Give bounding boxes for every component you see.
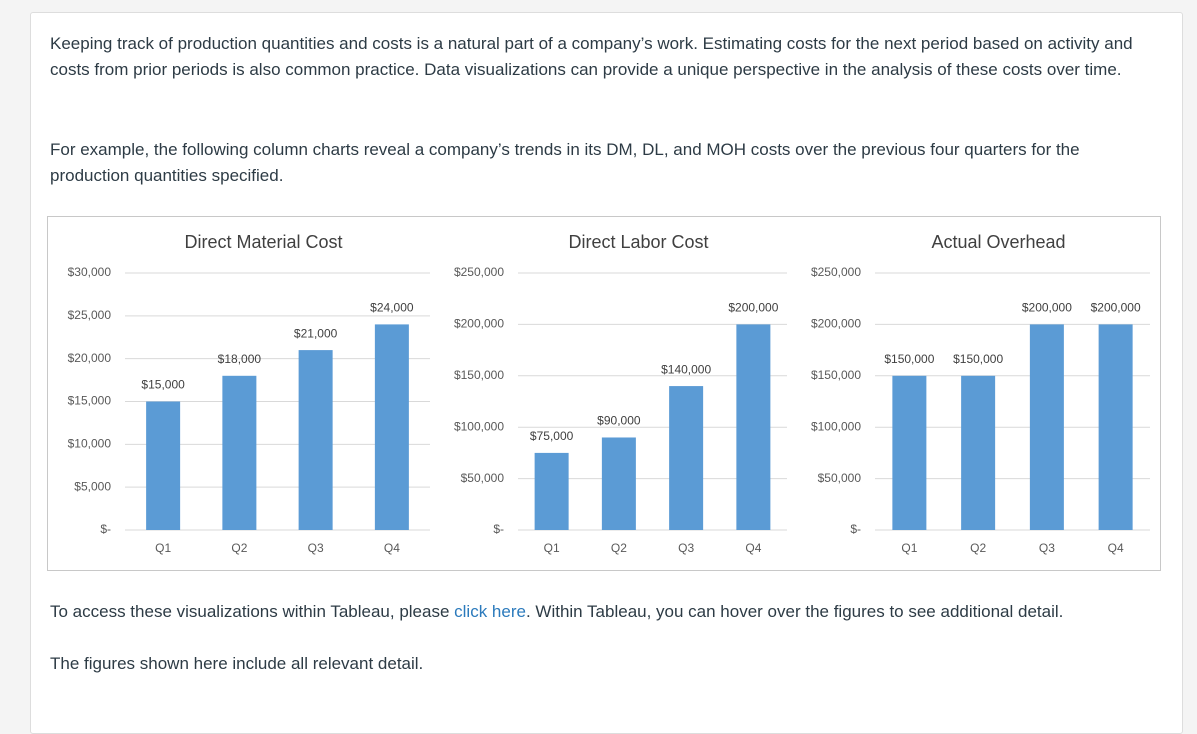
y-tick-label: $50,000	[818, 471, 862, 485]
chart-title: Actual Overhead	[931, 232, 1065, 252]
bar	[669, 386, 704, 530]
bar	[892, 375, 927, 530]
y-tick-label: $30,000	[68, 265, 112, 279]
paragraph: To access these visualizations within Ta…	[50, 599, 1160, 625]
y-tick-label: $-	[850, 522, 861, 536]
bar	[1098, 324, 1133, 530]
x-tick-label: Q2	[231, 541, 247, 555]
paragraph: Keeping track of production quantities a…	[50, 34, 1133, 79]
link[interactable]: click here	[454, 602, 526, 621]
data-label: $21,000	[294, 326, 338, 340]
data-label: $200,000	[1091, 301, 1141, 315]
y-tick-label: $250,000	[811, 265, 861, 279]
bar	[298, 350, 333, 530]
data-label: $24,000	[370, 301, 414, 315]
y-tick-label: $100,000	[454, 419, 504, 433]
page: Keeping track of production quantities a…	[30, 12, 1183, 734]
y-tick-label: $100,000	[811, 419, 861, 433]
paragraph: The figures shown here include all relev…	[50, 654, 424, 673]
x-tick-label: Q2	[611, 541, 627, 555]
data-label: $75,000	[530, 429, 574, 443]
data-label: $18,000	[218, 352, 262, 366]
y-tick-label: $150,000	[811, 368, 861, 382]
charts: Direct Material Cost $- $5,000 $10,000 $15,0…	[68, 232, 1150, 555]
y-tick-label: $5,000	[74, 479, 111, 493]
y-tick-label: $25,000	[68, 308, 112, 322]
data-label: $150,000	[884, 352, 934, 366]
chart-title: Direct Labor Cost	[568, 232, 708, 252]
data-label: $90,000	[597, 414, 641, 428]
y-tick-label: $200,000	[454, 317, 504, 331]
data-label: $200,000	[728, 301, 778, 315]
bar	[222, 375, 257, 530]
bar	[1029, 324, 1064, 530]
text: . Within Tableau, you can hover over the…	[525, 602, 1064, 621]
bar	[534, 452, 569, 530]
x-tick-label: Q4	[745, 541, 761, 555]
bar	[374, 324, 409, 530]
x-tick-label: Q1	[155, 541, 171, 555]
bar	[961, 375, 996, 530]
x-tick-label: Q2	[970, 541, 986, 555]
y-tick-label: $50,000	[461, 471, 505, 485]
y-tick-label: $15,000	[68, 394, 112, 408]
chart-title: Direct Material Cost	[184, 232, 342, 252]
y-tick-label: $250,000	[454, 265, 504, 279]
paragraph: For example, the following column charts…	[50, 140, 1080, 185]
y-tick-label: $-	[100, 522, 111, 536]
text: To access these visualizations within Ta…	[50, 602, 455, 621]
y-tick-label: $-	[493, 522, 504, 536]
x-tick-label: Q3	[1039, 541, 1055, 555]
data-label: $200,000	[1022, 301, 1072, 315]
bar	[736, 324, 771, 530]
y-tick-label: $10,000	[68, 437, 112, 451]
x-tick-label: Q4	[1108, 541, 1124, 555]
x-tick-label: Q3	[308, 541, 324, 555]
bar	[146, 401, 181, 530]
data-label: $140,000	[661, 362, 711, 376]
data-label: $15,000	[141, 378, 185, 392]
y-tick-label: $20,000	[68, 351, 112, 365]
y-tick-label: $150,000	[454, 368, 504, 382]
x-tick-label: Q1	[901, 541, 917, 555]
x-tick-label: Q3	[678, 541, 694, 555]
x-tick-label: Q4	[384, 541, 400, 555]
bar	[601, 437, 636, 530]
data-label: $150,000	[953, 352, 1003, 366]
y-tick-label: $200,000	[811, 317, 861, 331]
x-tick-label: Q1	[544, 541, 560, 555]
